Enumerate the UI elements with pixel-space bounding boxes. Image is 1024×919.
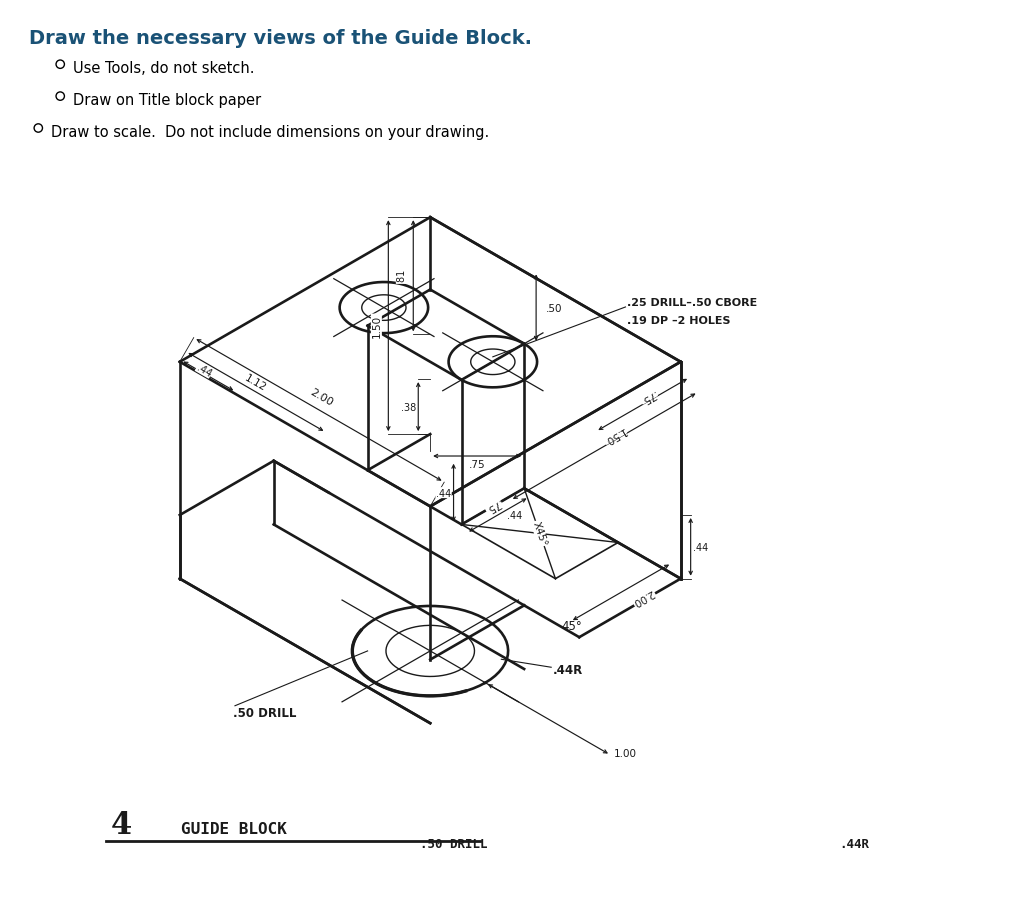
- Text: .75: .75: [638, 388, 657, 404]
- Text: .44: .44: [196, 362, 213, 379]
- Text: GUIDE BLOCK: GUIDE BLOCK: [181, 821, 287, 836]
- Text: .44: .44: [507, 511, 522, 521]
- Text: X45°: X45°: [530, 520, 549, 548]
- Text: .81: .81: [396, 269, 407, 284]
- Text: .44: .44: [693, 542, 709, 552]
- Text: .44: .44: [436, 488, 452, 498]
- Text: .50 DRILL: .50 DRILL: [233, 706, 296, 719]
- Text: 1.50: 1.50: [372, 314, 381, 338]
- Text: .19 DP –2 HOLES: .19 DP –2 HOLES: [628, 315, 731, 325]
- Text: .38: .38: [400, 403, 416, 412]
- Text: .50: .50: [546, 303, 562, 313]
- Text: Draw to scale.  Do not include dimensions on your drawing.: Draw to scale. Do not include dimensions…: [51, 125, 489, 140]
- Text: 1.50: 1.50: [602, 425, 627, 445]
- Text: 45°: 45°: [562, 619, 583, 632]
- Text: .44R: .44R: [839, 837, 869, 850]
- Text: 4: 4: [111, 809, 132, 840]
- Text: Draw on Title block paper: Draw on Title block paper: [73, 93, 261, 108]
- Text: 1.12: 1.12: [244, 372, 268, 392]
- Text: 2.00: 2.00: [631, 586, 655, 607]
- Text: .75: .75: [483, 497, 503, 514]
- Text: Draw the necessary views of the Guide Block.: Draw the necessary views of the Guide Bl…: [30, 29, 532, 49]
- Text: 1.00: 1.00: [614, 748, 637, 758]
- Text: .44R: .44R: [553, 663, 584, 676]
- Text: .50 DRILL: .50 DRILL: [420, 837, 487, 850]
- Text: 2.00: 2.00: [308, 387, 334, 408]
- Text: .75: .75: [469, 460, 485, 470]
- Text: Use Tools, do not sketch.: Use Tools, do not sketch.: [73, 62, 255, 76]
- Text: .25 DRILL–.50 CBORE: .25 DRILL–.50 CBORE: [628, 298, 758, 308]
